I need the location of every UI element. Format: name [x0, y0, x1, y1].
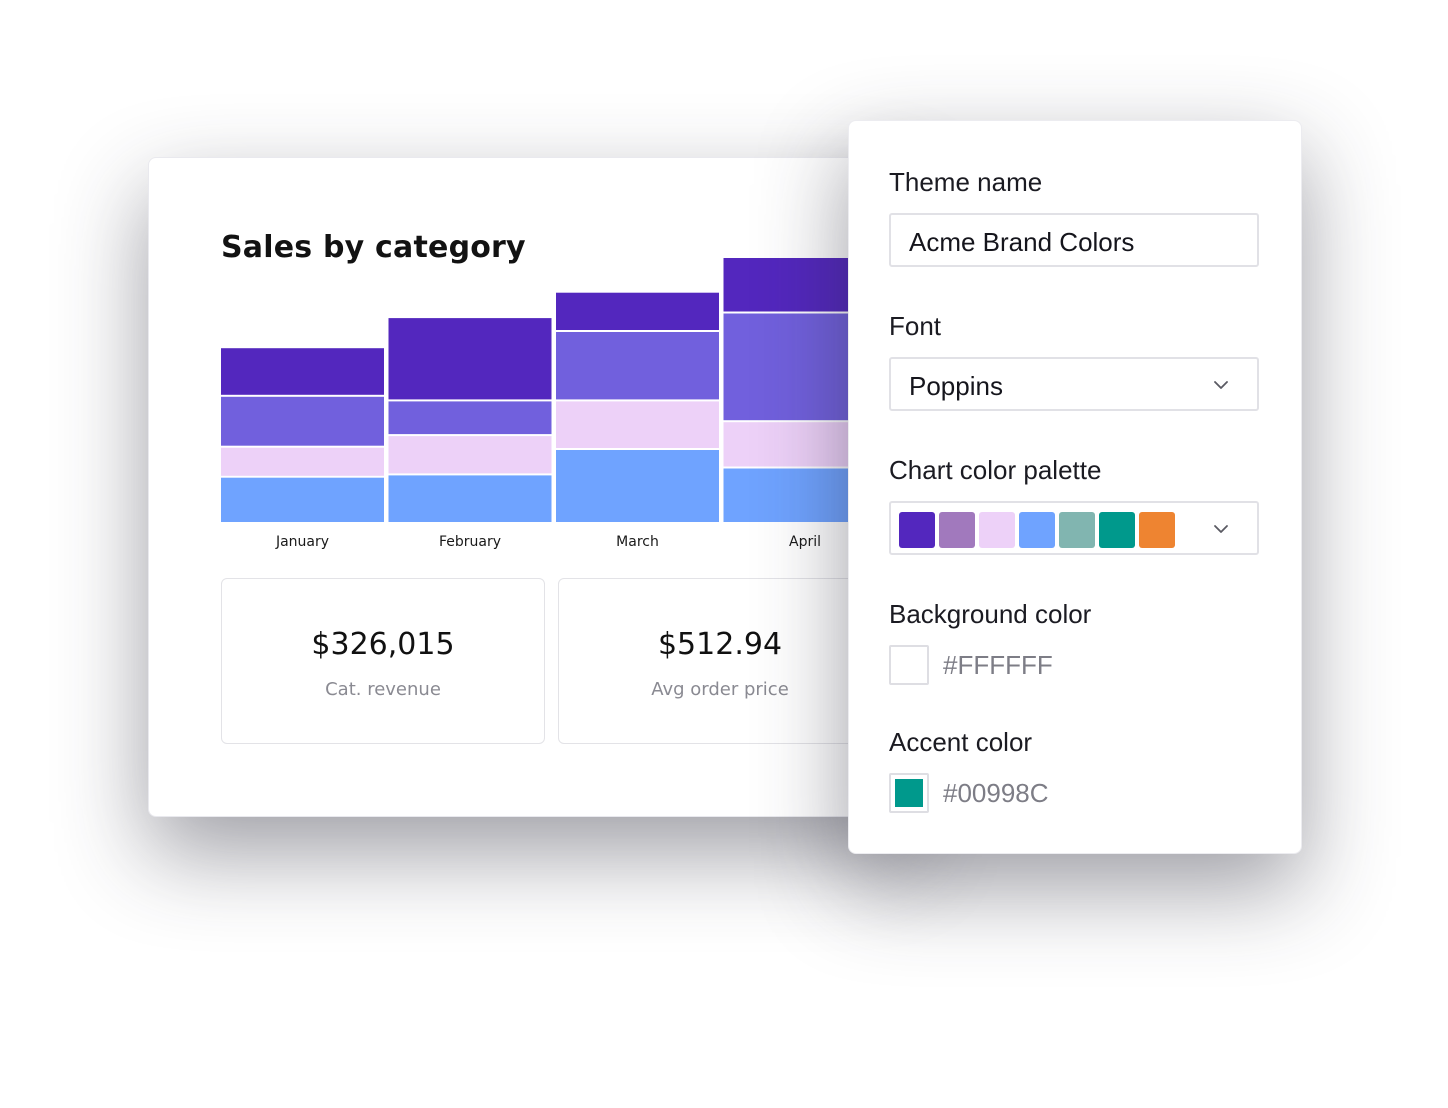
x-tick-label: March [616, 534, 659, 550]
accent-color-swatch[interactable] [889, 773, 929, 813]
kpi-revenue-value: $326,015 [311, 627, 455, 662]
bar-segment-january-2 [221, 396, 384, 446]
x-tick-label: April [789, 534, 821, 550]
palette-swatch [979, 512, 1015, 548]
palette-swatch [1019, 512, 1055, 548]
palette-swatch [1099, 512, 1135, 548]
palette-swatch [1139, 512, 1175, 548]
bar-segment-february-0 [388, 475, 552, 522]
accent-color-fill [895, 779, 923, 807]
kpi-revenue-label: Cat. revenue [325, 679, 441, 700]
theme-name-input[interactable]: Acme Brand Colors [889, 213, 1259, 267]
background-color-label: Background color [889, 599, 1092, 629]
kpi-avg-order-label: Avg order price [651, 679, 789, 700]
bar-segment-march-2 [556, 332, 719, 400]
bar-segment-january-3 [221, 348, 384, 395]
palette-select[interactable] [889, 501, 1259, 555]
x-tick-label: February [439, 534, 501, 550]
chart-title: Sales by category [221, 230, 526, 265]
theme-settings-panel: Theme name Acme Brand Colors Font Poppin… [848, 120, 1302, 854]
palette-swatch [899, 512, 935, 548]
background-color-value[interactable]: #FFFFFF [943, 650, 1053, 680]
chevron-down-icon[interactable] [1213, 377, 1229, 393]
bar-segment-january-1 [221, 447, 384, 476]
kpi-avg-order-value: $512.94 [657, 627, 783, 662]
dashboard-card: Sales by category January February March Ap… [148, 157, 910, 817]
theme-name-label: Theme name [889, 167, 1043, 197]
accent-color-value[interactable]: #00998C [943, 778, 1049, 808]
theme-name-value: Acme Brand Colors [909, 227, 1135, 257]
font-select-value: Poppins [909, 371, 1003, 401]
sales-by-category-chart: January February March April [221, 258, 887, 550]
bar-segment-march-3 [556, 292, 719, 330]
palette-label: Chart color palette [889, 455, 1102, 485]
bar-segment-march-0 [556, 450, 719, 522]
palette-swatch [939, 512, 975, 548]
bar-segment-january-0 [221, 477, 384, 522]
bar-segment-february-1 [388, 436, 552, 474]
accent-color-label: Accent color [889, 727, 1033, 757]
kpi-card-revenue: $326,015 Cat. revenue [221, 578, 545, 744]
bar-segment-february-2 [388, 401, 552, 435]
bar-segment-march-1 [556, 401, 719, 448]
font-label: Font [889, 311, 942, 341]
font-select[interactable]: Poppins [889, 357, 1259, 411]
palette-swatch [1059, 512, 1095, 548]
kpi-card-avg-order: $512.94 Avg order price [558, 578, 882, 744]
bar-segment-february-3 [388, 318, 552, 400]
background-color-swatch[interactable] [889, 645, 929, 685]
x-tick-label: January [275, 534, 329, 550]
chevron-down-icon[interactable] [1213, 521, 1229, 537]
